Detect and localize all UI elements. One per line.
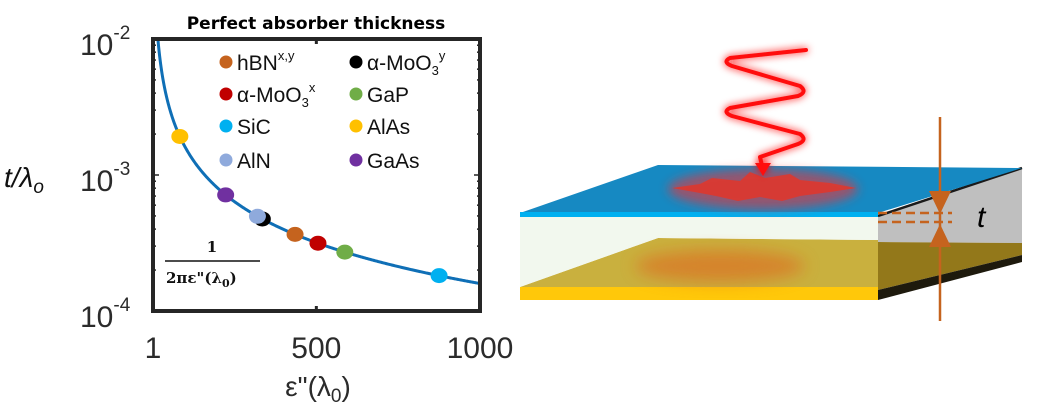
x-axis-label-tail: ) <box>342 371 351 402</box>
legend-marker <box>219 87 233 101</box>
x-axis-label: ε"(λ0) <box>285 371 351 407</box>
side-face-dielectric <box>878 168 1022 243</box>
legend-item: GaAs <box>349 150 420 173</box>
data-point-moo-x <box>309 235 327 251</box>
wave-arrowhead-icon <box>755 163 771 176</box>
legend-marker <box>219 55 233 69</box>
chart-title: Perfect absorber thickness <box>187 14 446 34</box>
dielectric-front <box>520 217 878 287</box>
formula-denominator: 2πε"(λ0) <box>166 269 237 290</box>
substrate-heat-glow <box>635 250 805 282</box>
substrate-front <box>520 287 878 300</box>
x-tick-label: 1000 <box>447 332 514 365</box>
legend-item: α-MoO3y <box>349 48 446 78</box>
legend-marker <box>349 87 363 101</box>
y-axis-label-subscript: o <box>33 177 44 198</box>
legend-marker <box>349 153 363 167</box>
data-point-gap <box>336 244 354 260</box>
y-tick-labels: 10-210-310-4 <box>80 23 131 334</box>
legend-item: SiC <box>219 116 271 139</box>
legend-label: SiC <box>237 116 271 139</box>
legend-label: α-MoO3y <box>367 48 446 78</box>
legend-marker <box>349 55 363 69</box>
legend-label: hBNx,y <box>237 48 295 75</box>
thickness-arrow-down-icon <box>929 191 951 214</box>
legend-marker <box>219 153 233 167</box>
legend-label: AlAs <box>367 116 410 139</box>
legend-marker <box>349 119 363 133</box>
legend-label-name: GaP <box>367 84 409 107</box>
hotspot-burst <box>672 172 856 201</box>
side-face-bottom-edge <box>878 255 1022 300</box>
formula-denominator-main: 2πε"(λ <box>166 269 222 287</box>
data-point-sic <box>430 268 448 284</box>
thickness-arrow-up-icon <box>929 224 951 247</box>
legend-item: AlN <box>219 150 271 173</box>
x-tick-label: 1 <box>145 332 162 365</box>
thickness-label: t <box>977 201 987 234</box>
legend-label-name: hBN <box>237 52 278 75</box>
y-tick-exponent: -2 <box>113 23 130 44</box>
x-axis-label-main: ε"(λ <box>285 371 331 402</box>
legend-item: α-MoO3x <box>219 80 316 110</box>
legend-label-name: AlN <box>237 150 271 173</box>
curve-formula: 1 2πε"(λ0) <box>165 238 260 290</box>
formula-denominator-subscript: 0 <box>222 277 230 290</box>
legend-label-name: α-MoO <box>367 52 432 75</box>
legend-label: AlN <box>237 150 271 173</box>
legend-label-name: SiC <box>237 116 271 139</box>
legend-label-name: AlAs <box>367 116 410 139</box>
formula-numerator: 1 <box>207 238 217 256</box>
data-point-gaas <box>217 187 235 203</box>
y-axis-label-main: t/λ <box>4 162 33 193</box>
y-tick-base: 10 <box>80 29 113 62</box>
wave-path <box>724 48 808 172</box>
y-tick-label: 10-4 <box>80 295 131 334</box>
y-tick-label: 10-3 <box>80 159 130 198</box>
y-tick-exponent: -3 <box>113 159 130 180</box>
incident-light-wave <box>724 48 808 176</box>
axis-ticks <box>153 39 480 312</box>
legend-label-superscript: y <box>439 48 446 63</box>
y-axis-label: t/λo <box>4 162 44 198</box>
legend-label-name: GaAs <box>367 150 420 173</box>
legend-label: GaP <box>367 84 409 107</box>
y-tick-label: 10-2 <box>80 23 130 62</box>
top-layer-edge <box>520 212 878 217</box>
formula-denominator-tail: ) <box>230 269 237 287</box>
x-tick-labels: 1 500 1000 <box>145 332 514 365</box>
legend-marker <box>219 119 233 133</box>
legend-item: hBNx,y <box>219 48 295 75</box>
x-tick-label: 500 <box>291 332 341 365</box>
y-tick-base: 10 <box>80 165 113 198</box>
legend-label-subscript: 3 <box>302 95 309 110</box>
thickness-marker: t <box>878 117 987 321</box>
data-point-aln <box>248 208 266 224</box>
data-point-hbn-xy <box>286 226 304 242</box>
x-axis-label-subscript: 0 <box>331 386 342 407</box>
legend-label-name: α-MoO <box>237 84 302 107</box>
side-face-substrate <box>878 242 1022 290</box>
legend-label-superscript: x <box>309 80 316 95</box>
y-tick-base: 10 <box>80 301 113 334</box>
legend-item: GaP <box>349 84 409 107</box>
legend-item: AlAs <box>349 116 410 139</box>
legend-label-subscript: 3 <box>432 63 439 78</box>
legend-label: α-MoO3x <box>237 80 316 110</box>
plot-area <box>156 38 481 286</box>
legend-label: GaAs <box>367 150 420 173</box>
legend-label-superscript: x,y <box>278 48 295 63</box>
data-point-alas <box>171 128 189 144</box>
y-tick-exponent: -4 <box>113 295 130 316</box>
